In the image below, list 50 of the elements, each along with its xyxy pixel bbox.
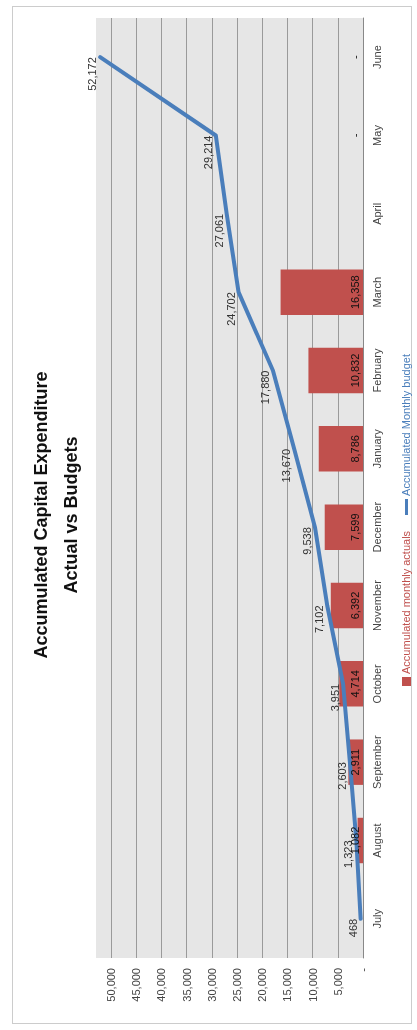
data-label: 24,702: [224, 292, 237, 326]
data-label: 29,214: [201, 135, 214, 170]
y-tick-label: October: [371, 663, 383, 704]
data-label: 7,102: [313, 605, 326, 634]
data-label: 2,911: [349, 748, 361, 776]
y-tick-label: November: [371, 579, 383, 631]
text: Accumulated Capital Expenditure Actual vs Budgets: [29, 371, 82, 659]
data-label: 4,714: [349, 670, 361, 698]
x-tick-label: 30,000: [205, 968, 218, 1002]
y-tick-label: August: [371, 823, 383, 858]
y-tick-label: May: [371, 124, 383, 146]
bar: [318, 426, 363, 472]
y-tick-label: March: [371, 276, 383, 308]
data-label: 6,392: [349, 591, 361, 620]
data-label: -: [349, 133, 361, 138]
bar: [308, 347, 363, 394]
text: Accumulated monthly actuals: [400, 530, 412, 674]
y-tick-label: July: [371, 908, 383, 929]
bar: [324, 504, 363, 550]
x-tick-label: 15,000: [281, 968, 294, 1002]
data-label: 2,603: [335, 762, 348, 790]
x-tick-label: 25,000: [231, 968, 244, 1002]
y-tick-label: June: [371, 45, 383, 70]
x-tick-label: 45,000: [130, 968, 143, 1002]
data-label: 16,358: [349, 275, 361, 309]
data-label: -: [349, 55, 361, 59]
data-label: 7,599: [349, 513, 361, 541]
x-tick-label: 35,000: [180, 968, 193, 1002]
y-tick-label: January: [371, 428, 383, 469]
data-label: 13,670: [280, 448, 293, 483]
x-tick-label: 20,000: [256, 968, 269, 1002]
y-tick-label: December: [371, 501, 383, 553]
x-tick-label: -: [357, 967, 369, 972]
x-tick-label: 10,000: [306, 968, 319, 1002]
x-tick-label: 40,000: [155, 968, 168, 1002]
x-tick-label: 50,000: [105, 968, 118, 1002]
y-tick-label: February: [371, 348, 383, 393]
data-label: 52,172: [86, 57, 99, 91]
text: Accumulated Monthly budget: [400, 354, 412, 496]
bar: [280, 269, 363, 315]
y-tick-label: April: [371, 202, 383, 225]
data-label: 17,880: [258, 370, 271, 405]
x-tick-label: 5,000: [331, 968, 344, 996]
data-label: 468: [346, 918, 359, 938]
data-label: 10,832: [349, 353, 361, 388]
data-label: 9,538: [300, 527, 313, 555]
y-tick-label: September: [371, 734, 383, 790]
data-label: 3,951: [329, 683, 342, 712]
data-label: 27,061: [212, 213, 225, 248]
data-label: 8,786: [349, 435, 361, 463]
